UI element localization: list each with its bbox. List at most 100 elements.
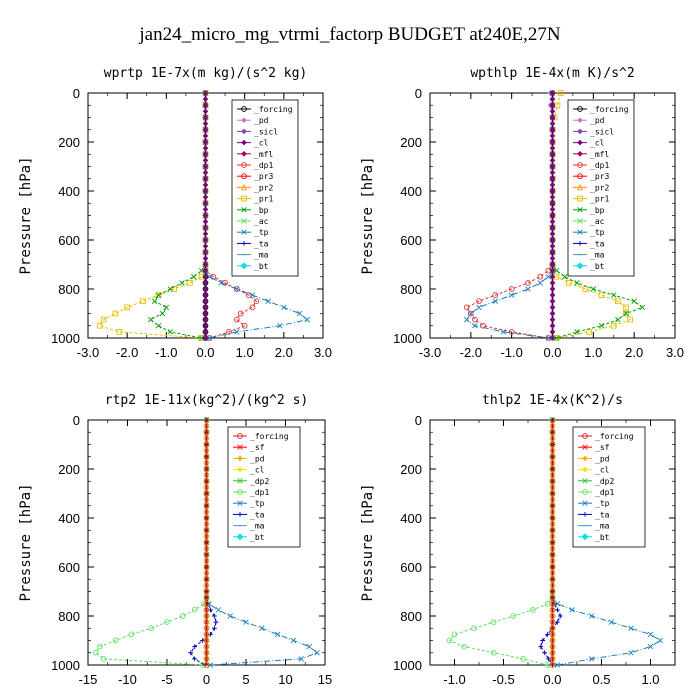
- zero-line-marker: [549, 625, 556, 632]
- zero-line-marker: [549, 564, 556, 570]
- zero-line-marker: [549, 662, 556, 668]
- data-point-bp: [147, 316, 154, 323]
- zero-line-marker: [549, 249, 556, 256]
- y-tick-label: 200: [400, 135, 422, 150]
- data-point-tp: [304, 316, 311, 323]
- zero-line-marker: [549, 280, 556, 286]
- data-point-dp1: [525, 280, 531, 286]
- data-point-pr1: [586, 329, 593, 335]
- legend-label: _ma: [595, 522, 610, 531]
- x-tick-label: 15: [318, 672, 332, 687]
- y-tick-label: 200: [400, 462, 422, 477]
- legend-marker: [241, 139, 247, 146]
- zero-line-marker: [202, 188, 209, 194]
- legend-label: _mfl: [590, 150, 609, 159]
- zero-line-marker: [202, 298, 209, 305]
- x-tick-label: 3.0: [666, 345, 684, 360]
- legend-marker: [582, 444, 588, 450]
- data-point-bp: [167, 329, 173, 335]
- legend-marker: [241, 128, 247, 135]
- zero-line-marker: [549, 466, 556, 472]
- data-point-bp: [562, 274, 568, 280]
- data-point-ta: [188, 650, 194, 656]
- data-point-tp: [608, 619, 615, 625]
- zero-line-marker: [549, 298, 556, 305]
- zero-line-marker: [549, 515, 556, 521]
- y-axis-label: Pressure [hPa]: [360, 483, 376, 601]
- data-point-dp1: [471, 625, 477, 632]
- zero-line-marker: [202, 206, 209, 213]
- data-point-dp1: [233, 316, 240, 323]
- y-tick-label: 400: [400, 184, 422, 199]
- zero-line-marker: [549, 631, 556, 638]
- legend-marker: [582, 500, 588, 506]
- legend-marker: [582, 455, 588, 462]
- series-line-dp1: [466, 93, 553, 339]
- data-point-ta: [192, 644, 198, 650]
- zero-line-marker: [203, 656, 210, 662]
- legend-label: _pd: [254, 116, 269, 125]
- zero-line-marker: [549, 108, 556, 115]
- data-point-bp: [159, 310, 166, 317]
- panel-rtp2: rtp2 1E-11x(kg^2)/(kg^2 s) Pressure [hPa]…: [18, 393, 332, 687]
- zero-line-marker: [549, 423, 556, 429]
- data-point-dp1: [508, 286, 515, 292]
- legend-marker: [577, 195, 583, 202]
- zero-line-marker: [202, 102, 209, 109]
- data-point-dp1: [490, 649, 497, 656]
- data-point-pr1: [96, 322, 103, 329]
- data-point-tp: [647, 631, 654, 638]
- zero-line-marker: [203, 478, 210, 485]
- legend-label: _ta: [250, 510, 265, 519]
- data-point-bp: [574, 280, 580, 286]
- zero-line-marker: [549, 194, 556, 200]
- zero-line-marker: [202, 243, 209, 249]
- legend-label: _pd: [250, 454, 265, 463]
- zero-line-marker: [549, 96, 556, 102]
- zero-line-marker: [203, 453, 210, 460]
- y-tick-label: 800: [400, 609, 422, 624]
- zero-line-marker: [203, 582, 210, 589]
- zero-line-marker: [549, 231, 556, 237]
- data-point-bp: [553, 335, 560, 341]
- data-point-pr1: [116, 329, 123, 335]
- zero-line-marker: [202, 255, 209, 262]
- legend-label: _forcing: [590, 105, 629, 114]
- zero-line-marker: [203, 551, 210, 558]
- zero-line-marker: [203, 496, 210, 503]
- data-point-pr1: [623, 310, 629, 317]
- data-point-bp: [611, 292, 617, 298]
- data-point-tp: [227, 613, 233, 619]
- zero-line-marker: [549, 478, 556, 485]
- data-point-ta: [538, 644, 544, 650]
- data-point-ta: [545, 631, 550, 637]
- legend-label: _cl: [250, 466, 265, 475]
- legend-label: _pr1: [590, 195, 609, 204]
- series-line-bp: [149, 93, 206, 339]
- data-point-tp: [468, 310, 474, 317]
- legend-marker: [582, 478, 588, 484]
- x-tick-label: -5: [161, 672, 173, 687]
- data-point-tp: [314, 650, 320, 656]
- zero-line-marker: [203, 545, 210, 552]
- legend-label: _tp: [254, 228, 269, 237]
- data-point-tp: [545, 274, 552, 280]
- zero-line-marker: [203, 509, 210, 515]
- data-point-dp1: [492, 292, 499, 298]
- legend-marker: [241, 150, 247, 157]
- data-point-tp: [274, 631, 281, 638]
- legend-label: _bt: [254, 262, 269, 271]
- legend-marker: [241, 106, 247, 112]
- legend-label: _pr3: [254, 172, 273, 181]
- zero-line-marker: [202, 212, 209, 219]
- zero-line-marker: [549, 484, 556, 491]
- zero-line-marker: [202, 261, 209, 268]
- zero-line-marker: [549, 90, 556, 96]
- data-point-bp: [639, 304, 646, 311]
- zero-line-marker: [202, 151, 209, 158]
- data-point-pr1: [598, 292, 605, 298]
- zero-line-marker: [549, 157, 556, 164]
- data-point-tp: [554, 662, 561, 668]
- data-point-tp: [306, 643, 312, 650]
